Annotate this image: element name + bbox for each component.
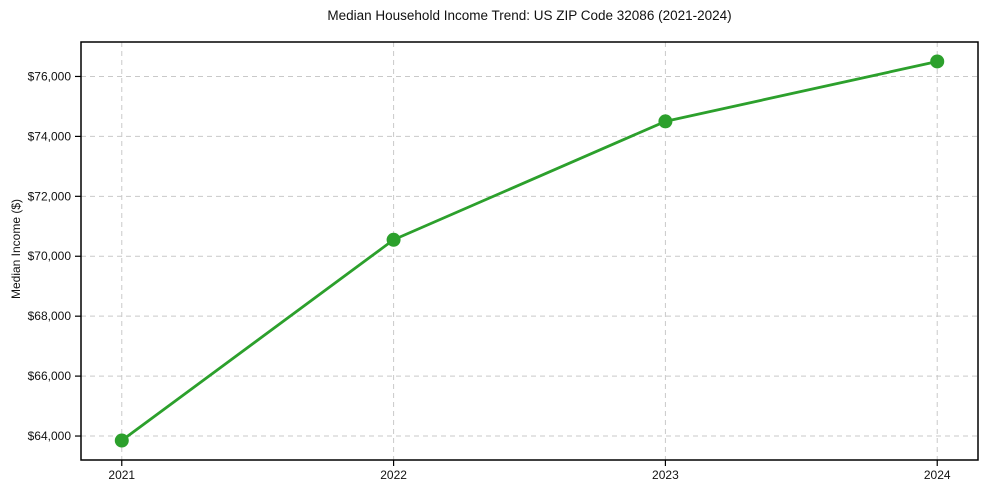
y-tick-label: $74,000 — [28, 129, 72, 143]
data-point — [114, 433, 129, 448]
y-tick-label: $76,000 — [28, 69, 72, 83]
x-tick-label: 2022 — [380, 468, 407, 482]
y-tick-label: $68,000 — [28, 309, 72, 323]
y-tick-label: $72,000 — [28, 189, 72, 203]
x-tick-label: 2024 — [924, 468, 951, 482]
y-axis-label: Median Income ($) — [9, 198, 23, 300]
plot-frame — [80, 41, 979, 461]
y-tick-label: $64,000 — [28, 429, 72, 443]
chart-title: Median Household Income Trend: US ZIP Co… — [327, 8, 732, 23]
x-tick-label: 2021 — [108, 468, 135, 482]
data-point — [658, 114, 673, 129]
data-point — [930, 54, 945, 69]
x-tick-label: 2023 — [652, 468, 679, 482]
data-point — [386, 232, 401, 247]
y-tick-label: $70,000 — [28, 249, 72, 263]
income-trend-line — [120, 60, 939, 442]
y-tick-label: $66,000 — [28, 369, 72, 383]
